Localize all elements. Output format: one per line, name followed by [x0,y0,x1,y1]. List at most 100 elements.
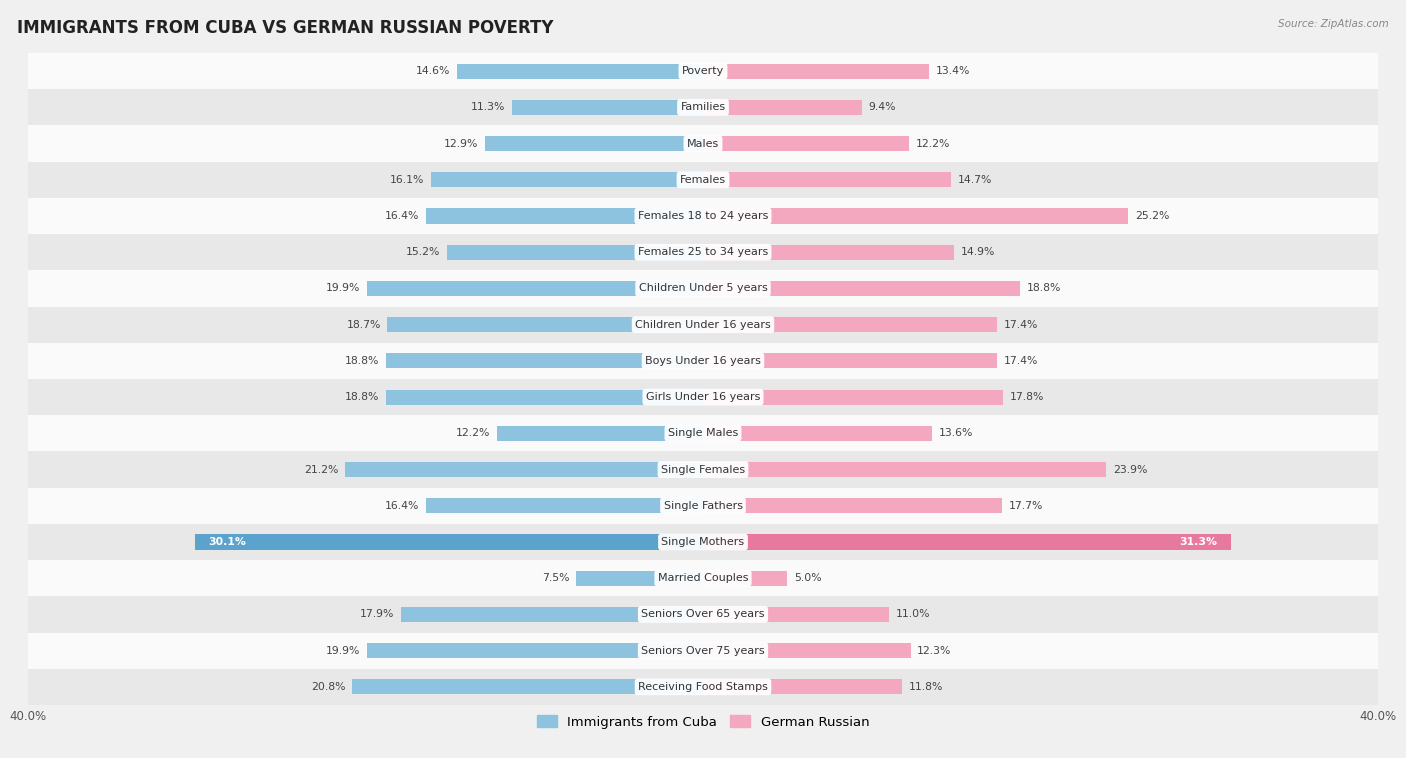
Text: 19.9%: 19.9% [326,283,360,293]
Text: 13.4%: 13.4% [936,66,970,76]
Text: 12.3%: 12.3% [917,646,952,656]
Text: 12.9%: 12.9% [444,139,478,149]
Bar [28,161,1378,198]
Text: 18.8%: 18.8% [1026,283,1062,293]
Text: Single Males: Single Males [668,428,738,438]
Bar [426,498,703,513]
Text: 12.2%: 12.2% [456,428,491,438]
Text: 11.3%: 11.3% [471,102,506,112]
Bar [352,679,703,694]
Bar [28,234,1378,271]
Bar [703,100,862,115]
Text: 30.1%: 30.1% [208,537,246,547]
Text: 7.5%: 7.5% [543,573,569,583]
Bar [28,560,1378,597]
Bar [703,462,1107,477]
Bar [28,379,1378,415]
Bar [28,669,1378,705]
Bar [498,426,703,441]
Text: Females 18 to 24 years: Females 18 to 24 years [638,211,768,221]
Text: 13.6%: 13.6% [939,428,973,438]
Text: IMMIGRANTS FROM CUBA VS GERMAN RUSSIAN POVERTY: IMMIGRANTS FROM CUBA VS GERMAN RUSSIAN P… [17,19,554,37]
Text: 19.9%: 19.9% [326,646,360,656]
Text: Children Under 16 years: Children Under 16 years [636,320,770,330]
Bar [28,487,1378,524]
Bar [703,571,787,586]
Bar [703,390,1004,405]
Bar [367,643,703,658]
Text: 23.9%: 23.9% [1114,465,1147,475]
Text: Boys Under 16 years: Boys Under 16 years [645,356,761,366]
Text: Poverty: Poverty [682,66,724,76]
Text: 18.8%: 18.8% [344,392,380,402]
Bar [457,64,703,79]
Bar [703,317,997,332]
Text: 12.2%: 12.2% [915,139,950,149]
Text: Single Mothers: Single Mothers [661,537,745,547]
Text: Single Females: Single Females [661,465,745,475]
Text: 14.7%: 14.7% [957,175,993,185]
Text: 25.2%: 25.2% [1135,211,1170,221]
Text: Receiving Food Stamps: Receiving Food Stamps [638,682,768,692]
Bar [367,281,703,296]
Bar [703,136,908,151]
Text: 20.8%: 20.8% [311,682,346,692]
Bar [388,317,703,332]
Text: Married Couples: Married Couples [658,573,748,583]
Text: 16.4%: 16.4% [385,501,419,511]
Bar [703,245,955,260]
Bar [28,524,1378,560]
Text: Single Fathers: Single Fathers [664,501,742,511]
Bar [703,172,950,187]
Text: 17.4%: 17.4% [1004,356,1038,366]
Text: Source: ZipAtlas.com: Source: ZipAtlas.com [1278,19,1389,29]
Text: Males: Males [688,139,718,149]
Bar [703,426,932,441]
Text: Children Under 5 years: Children Under 5 years [638,283,768,293]
Text: 14.9%: 14.9% [962,247,995,257]
Bar [703,281,1021,296]
Text: 5.0%: 5.0% [794,573,821,583]
Text: 18.7%: 18.7% [346,320,381,330]
Bar [485,136,703,151]
Bar [346,462,703,477]
Text: 17.7%: 17.7% [1008,501,1043,511]
Text: 17.8%: 17.8% [1010,392,1045,402]
Bar [385,353,703,368]
Bar [28,89,1378,126]
Bar [703,353,997,368]
Bar [28,415,1378,452]
Bar [703,534,1232,550]
Bar [512,100,703,115]
Text: 15.2%: 15.2% [405,247,440,257]
Bar [28,126,1378,161]
Text: 16.1%: 16.1% [391,175,425,185]
Text: Seniors Over 75 years: Seniors Over 75 years [641,646,765,656]
Text: 17.9%: 17.9% [360,609,394,619]
Legend: Immigrants from Cuba, German Russian: Immigrants from Cuba, German Russian [531,710,875,735]
Text: 31.3%: 31.3% [1180,537,1218,547]
Bar [703,64,929,79]
Bar [28,53,1378,89]
Text: 21.2%: 21.2% [304,465,339,475]
Bar [703,643,911,658]
Bar [432,172,703,187]
Text: Females: Females [681,175,725,185]
Bar [447,245,703,260]
Text: 9.4%: 9.4% [869,102,896,112]
Text: Girls Under 16 years: Girls Under 16 years [645,392,761,402]
Text: 11.8%: 11.8% [908,682,943,692]
Bar [576,571,703,586]
Bar [703,607,889,622]
Bar [385,390,703,405]
Bar [703,208,1128,224]
Bar [28,452,1378,487]
Bar [703,498,1001,513]
Bar [28,271,1378,306]
Text: 14.6%: 14.6% [416,66,450,76]
Bar [28,198,1378,234]
Bar [703,679,903,694]
Text: Families: Families [681,102,725,112]
Bar [28,597,1378,632]
Text: Females 25 to 34 years: Females 25 to 34 years [638,247,768,257]
